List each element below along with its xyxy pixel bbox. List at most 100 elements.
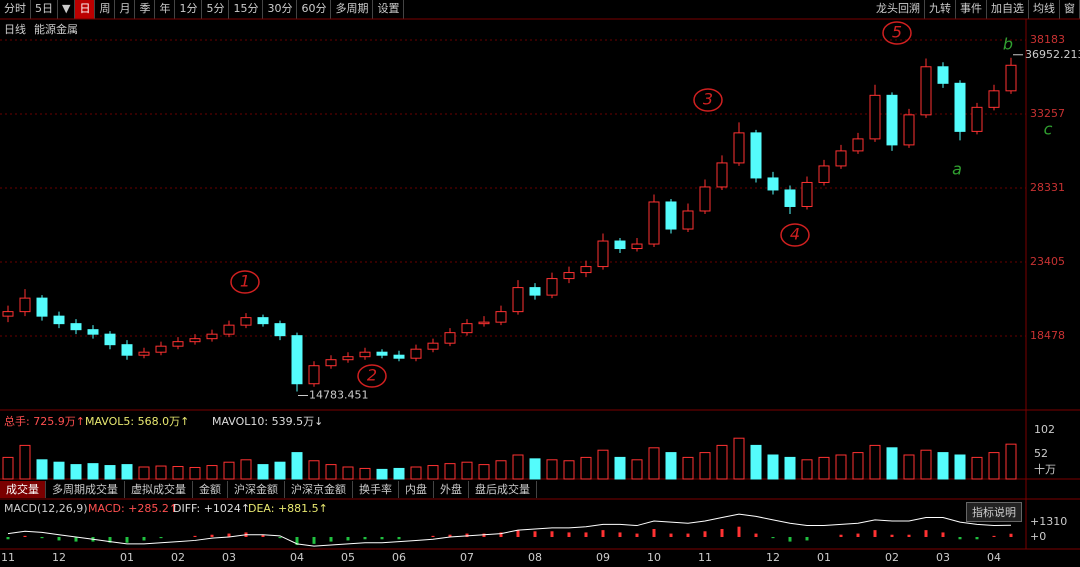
tab[interactable]: 内盘 — [399, 481, 434, 498]
chart-title: 日线 — [4, 22, 26, 36]
candle-body — [665, 201, 677, 230]
toolbar-right: 龙头回溯 九转 事件 加自选 均线窗 — [872, 0, 1080, 19]
tab[interactable]: 虚拟成交量 — [125, 481, 193, 498]
volume-bar — [818, 456, 830, 480]
toolbar-item[interactable]: 设置 — [373, 0, 405, 19]
candle-body — [716, 162, 728, 188]
toolbar-item[interactable]: 15分 — [229, 0, 264, 19]
vol-legend: MAVOL10: 539.5万↓ — [212, 415, 323, 428]
toolbar-item[interactable]: 多周期 — [331, 0, 374, 19]
volume-bar — [376, 468, 388, 480]
candle-body — [53, 315, 65, 325]
volume-bar — [36, 459, 48, 480]
y-tick-label: 33257 — [1030, 107, 1065, 120]
x-tick-label: 05 — [341, 551, 355, 564]
candle-body — [614, 240, 626, 250]
toolbar-item[interactable]: 年 — [155, 0, 176, 19]
candle-body — [19, 297, 31, 313]
volume-bar — [19, 444, 31, 480]
candle-body — [138, 351, 150, 356]
volume-bar — [53, 461, 65, 480]
toolbar-item[interactable]: 1分 — [175, 0, 203, 19]
volume-bar — [852, 452, 864, 480]
candle-body — [240, 317, 252, 326]
candle-body — [886, 94, 898, 146]
toolbar-item[interactable]: 5日 — [31, 0, 58, 19]
toolbar-item[interactable]: 均线 — [1029, 0, 1060, 19]
toolbar-item[interactable]: 5分 — [202, 0, 230, 19]
candle-body — [376, 351, 388, 356]
candle-body — [920, 66, 932, 116]
indicator-tabs: 成交量 多周期成交量 虚拟成交量 金额 沪深金额 沪深京金额 换手率 内盘 外盘 盘后成交量 — [0, 481, 537, 498]
high-label: 36952.213 — [1025, 48, 1080, 61]
tab[interactable]: 沪深京金额 — [285, 481, 353, 498]
volume-bar — [903, 454, 915, 480]
toolbar-item[interactable]: 周 — [95, 0, 116, 19]
volume-bar — [784, 456, 796, 480]
hand-circle — [882, 21, 912, 45]
toolbar-item[interactable]: ▼ — [58, 0, 76, 19]
x-tick-label: 01 — [120, 551, 134, 564]
x-tick-label: 03 — [222, 551, 236, 564]
candle-body — [121, 344, 133, 356]
hand-circle — [693, 88, 723, 112]
tab[interactable]: 成交量 — [0, 481, 46, 498]
hand-annotation: 4 — [790, 225, 800, 244]
candle-body — [869, 94, 881, 140]
candle-body — [36, 297, 48, 317]
volume-bar — [427, 465, 439, 480]
tab[interactable]: 多周期成交量 — [46, 481, 125, 498]
candle-body — [529, 287, 541, 296]
volume-bar — [138, 466, 150, 480]
candle-body — [988, 90, 1000, 108]
x-tick-label: 11 — [1, 551, 15, 564]
tab[interactable]: 金额 — [193, 481, 228, 498]
candle-body — [835, 150, 847, 167]
volume-bar — [886, 447, 898, 480]
toolbar-item[interactable]: 季 — [135, 0, 156, 19]
x-tick-label: 11 — [698, 551, 712, 564]
candle-body — [223, 324, 235, 335]
volume-bar — [104, 465, 116, 480]
volume-bar — [512, 454, 524, 480]
indicator-help[interactable]: 指标说明 — [966, 502, 1022, 522]
volume-bar — [155, 465, 167, 480]
toolbar-item[interactable]: 60分 — [297, 0, 332, 19]
tab[interactable]: 沪深金额 — [228, 481, 285, 498]
toolbar-item[interactable]: 分时 — [0, 0, 31, 19]
toolbar-item[interactable]: 事件 — [956, 0, 987, 19]
hand-annotation: 5 — [892, 23, 902, 42]
candle-body — [444, 332, 456, 344]
toolbar-item[interactable]: 月 — [115, 0, 136, 19]
toolbar-item[interactable]: 九转 — [925, 0, 956, 19]
volume-bar — [767, 454, 779, 480]
toolbar-item[interactable]: 龙头回溯 — [872, 0, 925, 19]
volume-bar — [223, 461, 235, 480]
volume-bar — [665, 452, 677, 480]
candle-body — [172, 341, 184, 347]
x-tick-label: 03 — [936, 551, 950, 564]
volume-bar — [461, 461, 473, 480]
volume-bar — [869, 444, 881, 480]
candle-body — [155, 345, 167, 353]
volume-bar — [750, 444, 762, 480]
candle-body — [206, 333, 218, 340]
volume-bar — [325, 464, 337, 480]
toolbar-item[interactable]: 30分 — [263, 0, 298, 19]
volume-bar — [359, 467, 371, 480]
volume-bar — [1005, 443, 1017, 480]
x-tick-label: 12 — [52, 551, 66, 564]
tab[interactable]: 盘后成交量 — [469, 481, 537, 498]
candle-body — [410, 348, 422, 359]
macd-legend: DEA: +881.5↑ — [248, 502, 328, 515]
tab[interactable]: 换手率 — [353, 481, 399, 498]
tab[interactable]: 外盘 — [434, 481, 469, 498]
toolbar-item[interactable]: 日 — [75, 0, 96, 19]
hand-annotation: 1 — [240, 272, 250, 291]
candle-body — [563, 272, 575, 280]
volume-bar — [121, 464, 133, 480]
volume-bar — [988, 452, 1000, 480]
volume-bar — [546, 459, 558, 480]
toolbar-item[interactable]: 加自选 — [987, 0, 1029, 19]
